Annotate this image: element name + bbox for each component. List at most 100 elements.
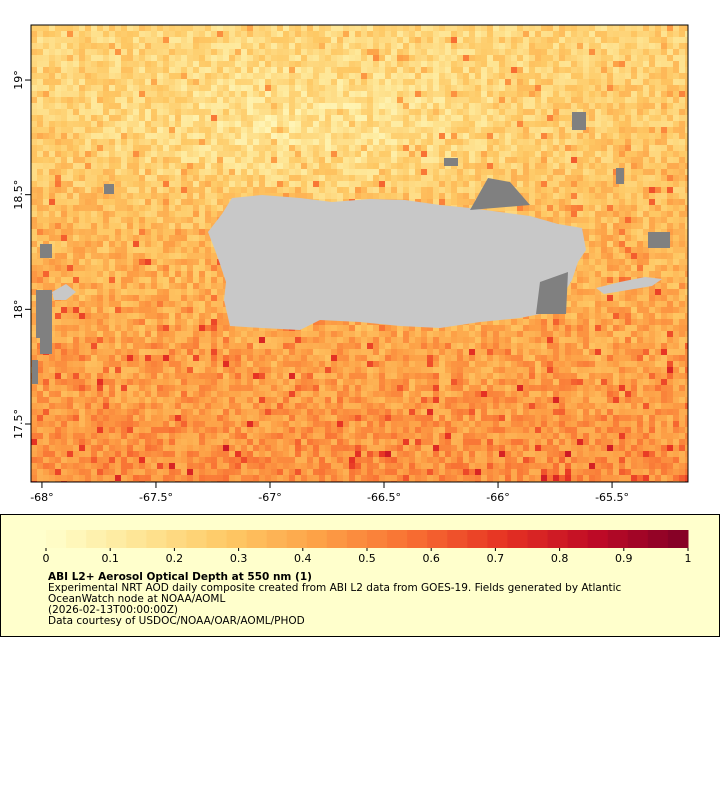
aod-cell (223, 37, 229, 43)
aod-cell (151, 283, 157, 289)
aod-cell (517, 49, 523, 55)
aod-cell (187, 187, 193, 193)
aod-cell (673, 181, 679, 187)
aod-cell (625, 97, 631, 103)
aod-cell (421, 97, 427, 103)
aod-cell (175, 289, 181, 295)
aod-cell (367, 25, 373, 31)
aod-cell (337, 157, 343, 163)
aod-cell (361, 139, 367, 145)
aod-cell (631, 121, 637, 127)
aod-cell (85, 127, 91, 133)
aod-cell (247, 193, 253, 199)
aod-cell (145, 79, 151, 85)
aod-cell (217, 157, 223, 163)
aod-cell (193, 211, 199, 217)
aod-cell (121, 223, 127, 229)
aod-cell (673, 211, 679, 217)
aod-cell (391, 31, 397, 37)
aod-cell (331, 37, 337, 43)
aod-cell (127, 289, 133, 295)
aod-cell (253, 145, 259, 151)
aod-cell (61, 253, 67, 259)
aod-cell (439, 115, 445, 121)
aod-cell (103, 295, 109, 301)
aod-cell (589, 163, 595, 169)
aod-cell (541, 199, 547, 205)
aod-cell (61, 43, 67, 49)
aod-cell (307, 193, 313, 199)
aod-cell (409, 79, 415, 85)
aod-cell (175, 157, 181, 163)
aod-cell (91, 247, 97, 253)
aod-cell (499, 175, 505, 181)
aod-cell (355, 145, 361, 151)
aod-cell (61, 121, 67, 127)
aod-cell (523, 31, 529, 37)
aod-cell (157, 121, 163, 127)
aod-cell (457, 49, 463, 55)
aod-cell (133, 91, 139, 97)
aod-cell (67, 127, 73, 133)
aod-cell (565, 217, 571, 223)
aod-cell (193, 193, 199, 199)
aod-cell (163, 49, 169, 55)
aod-cell (595, 25, 601, 31)
aod-cell (481, 31, 487, 37)
aod-cell (613, 73, 619, 79)
aod-cell (127, 37, 133, 43)
aod-cell (211, 157, 217, 163)
aod-cell (547, 181, 553, 187)
aod-cell (349, 55, 355, 61)
aod-cell (31, 115, 37, 121)
aod-cell (283, 97, 289, 103)
aod-cell (373, 43, 379, 49)
aod-cell (175, 31, 181, 37)
aod-cell (175, 163, 181, 169)
aod-cell (181, 277, 187, 283)
aod-cell (541, 139, 547, 145)
aod-cell (205, 193, 211, 199)
aod-cell (157, 73, 163, 79)
aod-cell (415, 169, 421, 175)
aod-cell (223, 139, 229, 145)
aod-cell (673, 235, 679, 241)
aod-cell (667, 43, 673, 49)
aod-cell (109, 91, 115, 97)
aod-cell (85, 157, 91, 163)
aod-cell (631, 181, 637, 187)
aod-cell (67, 277, 73, 283)
aod-cell (127, 49, 133, 55)
aod-cell (289, 67, 295, 73)
aod-cell (43, 139, 49, 145)
aod-cell (535, 127, 541, 133)
aod-cell (415, 49, 421, 55)
aod-cell (217, 109, 223, 115)
aod-cell (673, 253, 679, 259)
aod-cell (637, 223, 643, 229)
aod-cell (193, 247, 199, 253)
aod-cell (289, 103, 295, 109)
aod-cell (55, 175, 61, 181)
aod-cell (277, 91, 283, 97)
aod-cell (91, 169, 97, 175)
aod-cell (229, 61, 235, 67)
aod-cell (301, 97, 307, 103)
aod-cell (73, 169, 79, 175)
aod-cell (277, 67, 283, 73)
aod-cell (313, 187, 319, 193)
aod-cell (127, 97, 133, 103)
aod-cell (481, 67, 487, 73)
aod-cell (325, 127, 331, 133)
aod-cell (31, 181, 37, 187)
aod-cell (37, 73, 43, 79)
aod-cell (511, 157, 517, 163)
aod-cell (241, 43, 247, 49)
aod-cell (187, 25, 193, 31)
aod-cell (301, 43, 307, 49)
aod-cell (397, 109, 403, 115)
aod-cell (349, 151, 355, 157)
aod-cell (73, 229, 79, 235)
aod-cell (553, 127, 559, 133)
aod-cell (283, 31, 289, 37)
